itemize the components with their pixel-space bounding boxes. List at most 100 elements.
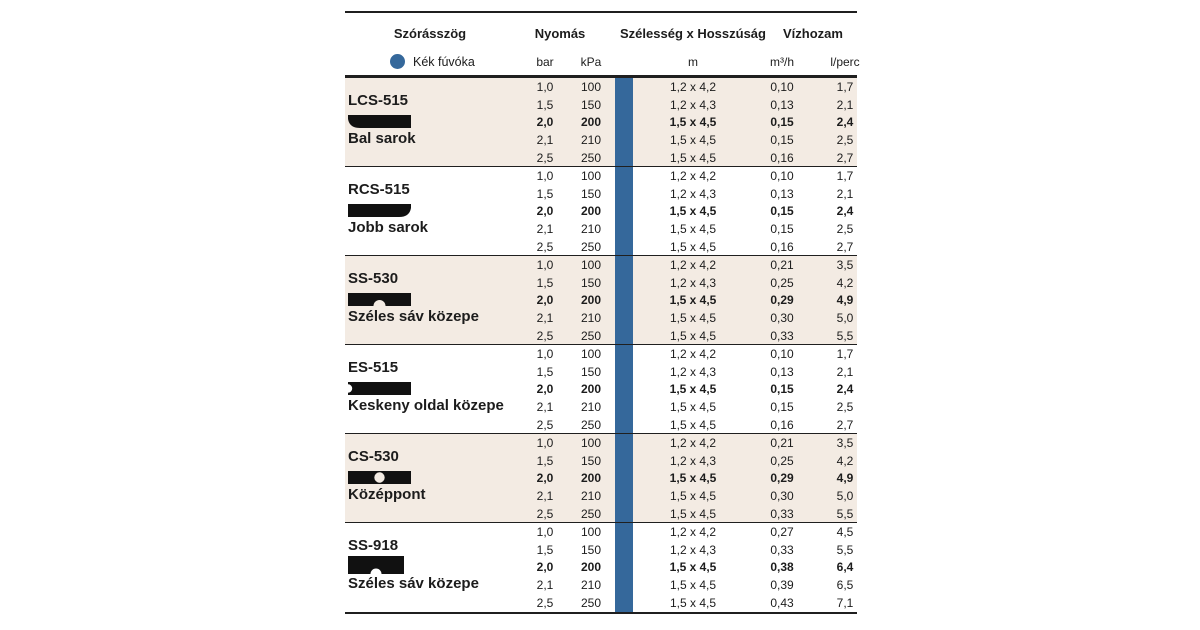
flow-m3h-cell: 0,29 [770, 471, 794, 486]
product-name: CS-530 [348, 448, 399, 465]
product-description: Keskeny oldal közepe [348, 397, 504, 414]
pressure-kpa-cell: 250 [580, 418, 602, 433]
pressure-kpa-cell: 100 [580, 168, 602, 183]
table-row: 1,5 150 1,2 x 4,3 0,13 2,1 [345, 96, 857, 114]
pressure-kpa-cell: 150 [580, 97, 602, 112]
dimensions-cell: 1,5 x 4,5 [669, 115, 717, 130]
flow-m3h-cell: 0,39 [770, 578, 794, 593]
pressure-bar-cell: 1,0 [536, 168, 554, 183]
dimensions-cell: 1,5 x 4,5 [669, 418, 717, 433]
dimensions-cell: 1,5 x 4,5 [669, 151, 717, 166]
pressure-kpa-cell: 100 [580, 524, 602, 539]
pressure-kpa-cell: 200 [580, 471, 602, 486]
pressure-bar-cell: 1,0 [536, 435, 554, 450]
flow-m3h-cell: 0,38 [770, 560, 794, 575]
wide-strip-center-pattern-icon [348, 293, 411, 306]
flow-lperc-cell: 2,5 [836, 133, 854, 148]
pressure-kpa-cell: 100 [580, 79, 602, 94]
pressure-kpa-cell: 250 [580, 507, 602, 522]
table-row: 1,0 100 1,2 x 4,2 0,21 3,5 [345, 256, 857, 274]
flow-m3h-cell: 0,13 [770, 364, 794, 379]
right-corner-pattern-icon [348, 204, 411, 217]
table-row: 2,5 250 1,5 x 4,5 0,33 5,5 [345, 327, 857, 345]
product-name: LCS-515 [348, 92, 409, 109]
flow-lperc-cell: 4,2 [836, 453, 854, 468]
table-row: 2,1 210 1,5 x 4,5 0,30 5,0 [345, 487, 857, 505]
dimensions-cell: 1,5 x 4,5 [669, 222, 717, 237]
table-header: Szórásszög Nyomás Szélesség x Hosszúság … [345, 13, 860, 78]
column-header-pressure: Nyomás [534, 26, 586, 41]
pressure-kpa-cell: 150 [580, 542, 602, 557]
dimensions-cell: 1,2 x 4,2 [669, 168, 717, 183]
pressure-kpa-cell: 250 [580, 151, 602, 166]
narrow-side-center-pattern-icon [348, 382, 411, 395]
pressure-kpa-cell: 150 [580, 275, 602, 290]
flow-m3h-cell: 0,15 [770, 400, 794, 415]
product-description: Bal sarok [348, 130, 416, 147]
dimensions-cell: 1,2 x 4,2 [669, 435, 717, 450]
flow-lperc-cell: 2,1 [836, 364, 854, 379]
table-row: 2,1 210 1,5 x 4,5 0,15 2,5 [345, 220, 857, 238]
table-row: 2,0 200 1,5 x 4,5 0,15 2,4 [345, 114, 857, 132]
dimensions-cell: 1,2 x 4,2 [669, 346, 717, 361]
flow-m3h-cell: 0,33 [770, 542, 794, 557]
dimensions-cell: 1,5 x 4,5 [669, 133, 717, 148]
nozzle-group-ss-918: 1,0 100 1,2 x 4,2 0,27 4,5 1,5 150 1,2 x 4,3 0,3… [345, 523, 857, 612]
flow-lperc-cell: 5,0 [836, 489, 854, 504]
pressure-kpa-cell: 150 [580, 186, 602, 201]
pressure-bar-cell: 2,1 [536, 489, 554, 504]
pressure-bar-cell: 2,0 [536, 115, 554, 130]
unit-kpa: kPa [580, 55, 602, 69]
pressure-bar-cell: 2,0 [536, 293, 554, 308]
dimensions-cell: 1,5 x 4,5 [669, 471, 717, 486]
dimensions-cell: 1,5 x 4,5 [669, 578, 717, 593]
pressure-kpa-cell: 200 [580, 293, 602, 308]
pressure-kpa-cell: 200 [580, 382, 602, 397]
pressure-bar-cell: 1,0 [536, 346, 554, 361]
flow-m3h-cell: 0,10 [770, 346, 794, 361]
table-row: 1,5 150 1,2 x 4,3 0,13 2,1 [345, 363, 857, 381]
flow-m3h-cell: 0,15 [770, 133, 794, 148]
pressure-kpa-cell: 150 [580, 364, 602, 379]
pressure-bar-cell: 2,0 [536, 204, 554, 219]
flow-lperc-cell: 5,5 [836, 542, 854, 557]
pressure-bar-cell: 2,0 [536, 471, 554, 486]
flow-m3h-cell: 0,16 [770, 151, 794, 166]
dimensions-cell: 1,5 x 4,5 [669, 596, 717, 611]
flow-lperc-cell: 2,5 [836, 222, 854, 237]
table-row: 1,0 100 1,2 x 4,2 0,10 1,7 [345, 167, 857, 185]
pressure-bar-cell: 1,0 [536, 79, 554, 94]
dimensions-cell: 1,2 x 4,2 [669, 257, 717, 272]
group-rows: 1,0 100 1,2 x 4,2 0,21 3,5 1,5 150 1,2 x 4,3 0,2… [345, 256, 857, 345]
table-row: 1,5 150 1,2 x 4,3 0,13 2,1 [345, 185, 857, 203]
dimensions-cell: 1,2 x 4,3 [669, 97, 717, 112]
dimensions-cell: 1,5 x 4,5 [669, 382, 717, 397]
pressure-bar-cell: 2,0 [536, 560, 554, 575]
pressure-kpa-cell: 210 [580, 578, 602, 593]
table-body: 1,0 100 1,2 x 4,2 0,10 1,7 1,5 150 1,2 x 4,3 0,1… [345, 78, 857, 612]
group-label-block: SS-918 Széles sáv közepe [348, 523, 520, 612]
dimensions-cell: 1,2 x 4,3 [669, 542, 717, 557]
unit-bar: bar [536, 55, 554, 69]
flow-lperc-cell: 2,1 [836, 97, 854, 112]
flow-m3h-cell: 0,25 [770, 275, 794, 290]
pressure-bar-cell: 1,0 [536, 524, 554, 539]
unit-m3h: m³/h [770, 55, 794, 69]
pressure-bar-cell: 1,5 [536, 275, 554, 290]
flow-m3h-cell: 0,16 [770, 240, 794, 255]
group-separator-line [345, 433, 857, 434]
product-description: Széles sáv közepe [348, 575, 479, 592]
pressure-kpa-cell: 210 [580, 400, 602, 415]
flow-m3h-cell: 0,15 [770, 204, 794, 219]
pressure-bar-cell: 1,5 [536, 186, 554, 201]
table-row: 2,5 250 1,5 x 4,5 0,16 2,7 [345, 238, 857, 256]
flow-m3h-cell: 0,21 [770, 435, 794, 450]
table-row: 1,0 100 1,2 x 4,2 0,10 1,7 [345, 78, 857, 96]
flow-m3h-cell: 0,15 [770, 382, 794, 397]
group-separator-line [345, 521, 857, 523]
group-rows: 1,0 100 1,2 x 4,2 0,10 1,7 1,5 150 1,2 x 4,3 0,1… [345, 345, 857, 434]
group-rows: 1,0 100 1,2 x 4,2 0,10 1,7 1,5 150 1,2 x 4,3 0,1… [345, 78, 857, 167]
center-point-pattern-icon [348, 471, 411, 484]
product-name: ES-515 [348, 359, 399, 376]
flow-lperc-cell: 7,1 [836, 596, 854, 611]
